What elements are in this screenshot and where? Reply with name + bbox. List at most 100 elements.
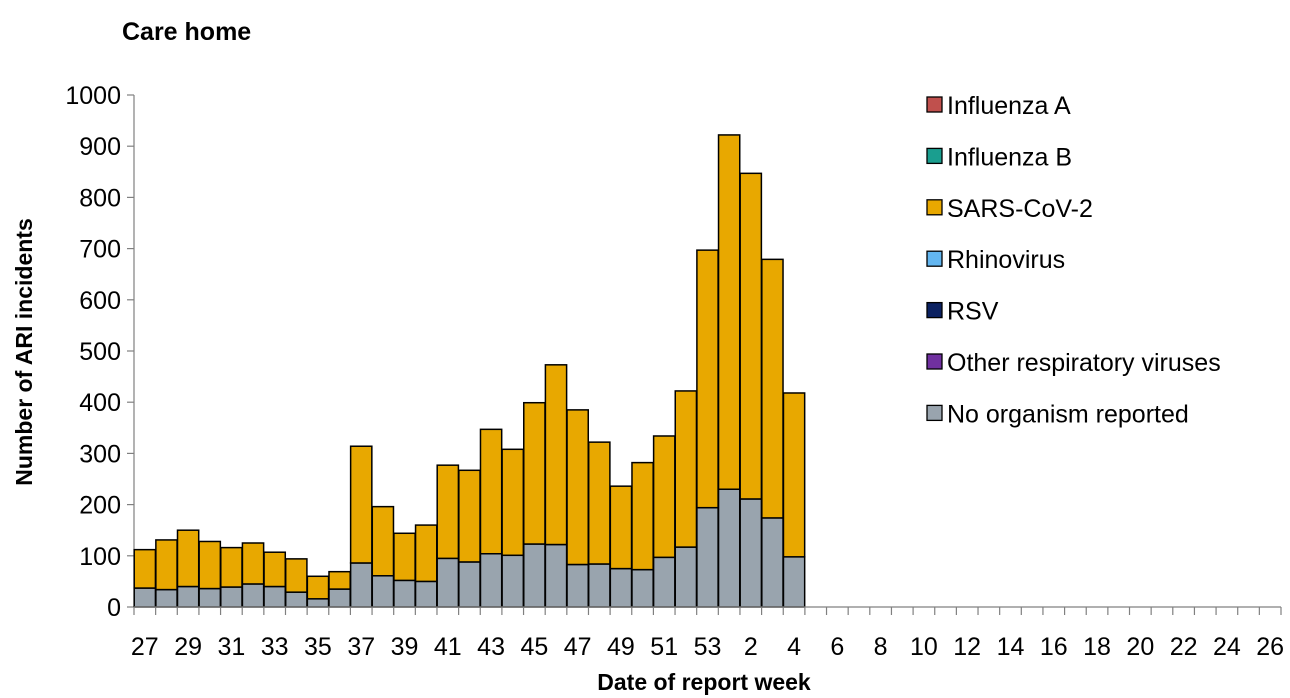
x-tick-label: 31 bbox=[217, 633, 245, 661]
legend-label: Other respiratory viruses bbox=[947, 349, 1221, 377]
bar-segment-no-organism-reported bbox=[458, 561, 481, 608]
legend-swatch bbox=[926, 301, 943, 319]
x-tick-label: 43 bbox=[477, 633, 505, 661]
x-tick-label: 53 bbox=[694, 633, 722, 661]
bar-segment-sars-cov-2 bbox=[674, 390, 698, 548]
bar-segment-sars-cov-2 bbox=[198, 540, 222, 590]
legend-label: Influenza A bbox=[947, 92, 1071, 120]
bar-segment-sars-cov-2 bbox=[241, 542, 265, 585]
bar-segment-sars-cov-2 bbox=[436, 464, 460, 560]
bar-segment-sars-cov-2 bbox=[652, 435, 676, 559]
x-tick-label: 49 bbox=[607, 633, 635, 661]
bar-segment-sars-cov-2 bbox=[393, 532, 416, 582]
bar-segment-no-organism-reported bbox=[393, 579, 416, 608]
y-tick-label: 500 bbox=[79, 338, 121, 366]
bar-segment-sars-cov-2 bbox=[155, 539, 178, 591]
bar-segment-sars-cov-2 bbox=[414, 524, 438, 583]
bar-segment-sars-cov-2 bbox=[306, 575, 330, 600]
bar-segment-no-organism-reported bbox=[241, 583, 265, 608]
bar-segment-sars-cov-2 bbox=[371, 505, 395, 577]
x-tick-label: 39 bbox=[391, 633, 419, 661]
bar-segment-no-organism-reported bbox=[587, 563, 611, 608]
legend-swatch bbox=[926, 147, 943, 165]
bar-segment-sars-cov-2 bbox=[739, 172, 763, 500]
x-tick-label: 51 bbox=[650, 633, 678, 661]
bar-segment-no-organism-reported bbox=[263, 585, 287, 608]
x-tick-label: 29 bbox=[174, 633, 202, 661]
bar-segment-no-organism-reported bbox=[284, 591, 308, 608]
x-tick-label: 24 bbox=[1213, 633, 1241, 661]
bar-segment-sars-cov-2 bbox=[479, 428, 503, 555]
x-tick-label: 6 bbox=[830, 633, 844, 661]
bar-segment-no-organism-reported bbox=[501, 554, 525, 608]
x-tick-label: 41 bbox=[434, 633, 462, 661]
legend-swatch bbox=[926, 96, 943, 113]
bar-segment-no-organism-reported bbox=[782, 556, 806, 608]
legend-swatch bbox=[926, 199, 943, 216]
bar-segment-sars-cov-2 bbox=[782, 392, 806, 558]
x-tick-label: 22 bbox=[1170, 633, 1198, 661]
bar-segment-no-organism-reported bbox=[479, 553, 503, 608]
legend-label: SARS-CoV-2 bbox=[947, 195, 1093, 223]
x-tick-label: 18 bbox=[1083, 633, 1111, 661]
bar-segment-no-organism-reported bbox=[436, 557, 460, 608]
x-tick-label: 26 bbox=[1256, 633, 1284, 661]
bar-segment-sars-cov-2 bbox=[263, 551, 287, 588]
bar-segment-sars-cov-2 bbox=[284, 558, 308, 593]
bar-segment-sars-cov-2 bbox=[220, 546, 243, 588]
legend-swatch bbox=[926, 250, 943, 267]
bar-segment-no-organism-reported bbox=[371, 575, 395, 608]
legend-swatch bbox=[926, 404, 943, 422]
x-tick-label: 27 bbox=[131, 633, 159, 661]
bar-segment-sars-cov-2 bbox=[544, 364, 568, 546]
bar-segment-sars-cov-2 bbox=[609, 485, 633, 570]
y-axis-title: Number of ARI incidents bbox=[11, 218, 37, 486]
bar-segment-no-organism-reported bbox=[133, 587, 157, 608]
bar-segment-no-organism-reported bbox=[198, 587, 222, 608]
legend-label: No organism reported bbox=[947, 400, 1189, 428]
legend-swatch bbox=[926, 353, 943, 370]
bar-segment-sars-cov-2 bbox=[566, 409, 590, 566]
x-tick-label: 37 bbox=[347, 633, 375, 661]
x-tick-label: 4 bbox=[787, 633, 801, 661]
y-tick-label: 100 bbox=[79, 543, 121, 571]
bar-segment-sars-cov-2 bbox=[501, 448, 525, 557]
y-tick-label: 0 bbox=[107, 594, 121, 622]
bar-segment-no-organism-reported bbox=[523, 543, 546, 608]
x-tick-label: 12 bbox=[953, 633, 981, 661]
y-tick-label: 900 bbox=[79, 133, 121, 161]
x-tick-label: 8 bbox=[874, 633, 888, 661]
chart-title: Care home bbox=[122, 18, 251, 46]
bar-segment-no-organism-reported bbox=[631, 568, 654, 608]
legend-label: RSV bbox=[947, 298, 999, 326]
bar-segment-no-organism-reported bbox=[176, 585, 200, 608]
bar-segment-no-organism-reported bbox=[739, 498, 763, 608]
bar-segment-sars-cov-2 bbox=[176, 529, 200, 588]
legend-label: Influenza B bbox=[947, 143, 1072, 171]
bar-segment-no-organism-reported bbox=[306, 598, 330, 608]
bar-segment-sars-cov-2 bbox=[717, 134, 741, 490]
bar-segment-sars-cov-2 bbox=[761, 258, 784, 519]
legend: Influenza A Influenza B SARS-CoV-2 Rhinovir… bbox=[926, 92, 1221, 428]
x-tick-label: 45 bbox=[520, 633, 548, 661]
y-tick-label: 400 bbox=[79, 389, 121, 417]
bar-segment-no-organism-reported bbox=[328, 588, 351, 608]
bar-segment-no-organism-reported bbox=[349, 562, 373, 608]
plot-area: 0 100 200 300 400 500 600 700 800 900 1000 27 29 31 33… bbox=[65, 82, 1284, 661]
y-tick-label: 800 bbox=[79, 184, 121, 212]
y-tick-label: 300 bbox=[79, 440, 121, 468]
bar-segment-no-organism-reported bbox=[761, 517, 784, 608]
bar-segment-no-organism-reported bbox=[717, 488, 741, 608]
bar-segment-no-organism-reported bbox=[566, 563, 590, 608]
y-tick-label: 600 bbox=[79, 287, 121, 315]
bar-segment-sars-cov-2 bbox=[523, 401, 546, 545]
x-axis-title: Date of report week bbox=[597, 669, 811, 695]
bar-segment-sars-cov-2 bbox=[458, 469, 481, 563]
x-tick-label: 14 bbox=[997, 633, 1025, 661]
y-tick-label: 1000 bbox=[65, 82, 121, 110]
bar-segment-no-organism-reported bbox=[220, 586, 243, 608]
bar-segment-no-organism-reported bbox=[544, 543, 568, 608]
y-tick-label: 200 bbox=[79, 492, 121, 520]
x-tick-label: 10 bbox=[910, 633, 938, 661]
